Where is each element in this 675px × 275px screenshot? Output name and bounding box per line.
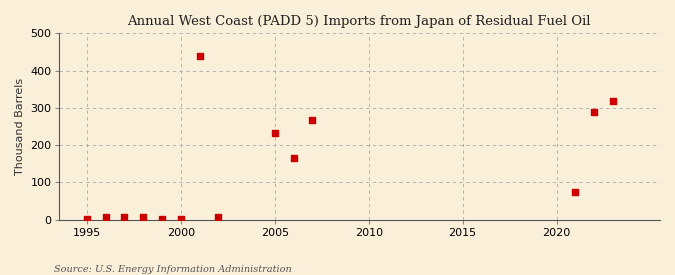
Point — [176, 216, 186, 221]
Point — [100, 215, 111, 220]
Point — [213, 215, 224, 220]
Title: Annual West Coast (PADD 5) Imports from Japan of Residual Fuel Oil: Annual West Coast (PADD 5) Imports from … — [128, 15, 591, 28]
Y-axis label: Thousand Barrels: Thousand Barrels — [15, 78, 25, 175]
Point — [119, 215, 130, 220]
Point — [138, 215, 148, 220]
Point — [589, 109, 599, 114]
Point — [288, 156, 299, 160]
Point — [269, 131, 280, 135]
Text: Source: U.S. Energy Information Administration: Source: U.S. Energy Information Administ… — [54, 265, 292, 274]
Point — [608, 99, 618, 103]
Point — [82, 216, 92, 221]
Point — [157, 216, 167, 221]
Point — [307, 118, 318, 122]
Point — [194, 54, 205, 58]
Point — [570, 189, 580, 194]
